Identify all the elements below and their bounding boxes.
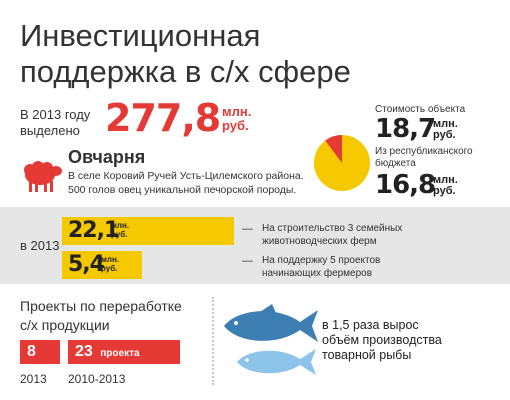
funding-1-description: На строительство 3 семейных животноводче… — [262, 222, 402, 248]
processing-2013-value: 8 — [27, 343, 36, 360]
pie-slice-other — [325, 135, 342, 163]
processing-heading-line-1: Проекты по переработке — [20, 298, 182, 314]
funding-2-description-line-1: На поддержку 5 проектов — [262, 255, 381, 266]
sheepfold-line-2: 500 голов овец уникальной печорской поро… — [68, 184, 297, 196]
processing-heading: Проекты по переработке с/х продукции — [20, 297, 182, 335]
processing-heading-line-2: с/х продукции — [20, 317, 110, 333]
processing-total-box: 23 проекта — [68, 340, 180, 364]
allocated-unit-line-1: млн. — [222, 104, 252, 119]
processing-year-2: 2010-2013 — [68, 372, 126, 386]
funding-2-description-line-2: начинающих фермеров — [262, 268, 373, 279]
sheepfold-line-1: В селе Коровий Ручей Усть-Цилемского рай… — [68, 170, 304, 182]
fish-text-line-1: в 1,5 раза вырос — [322, 318, 419, 332]
funding-1-unit: млн. руб. — [111, 221, 129, 239]
fish-text-line-2: объём производства — [322, 333, 442, 347]
funding-1-description-line-1: На строительство 3 семейных — [262, 223, 403, 234]
funding-1-dash: — — [242, 223, 253, 235]
processing-total-unit: проекта — [100, 348, 140, 359]
object-cost-unit-line-2: руб. — [433, 129, 456, 141]
funding-2-unit: млн. руб. — [101, 255, 119, 273]
funding-1-value: 22,1 — [68, 218, 119, 243]
processing-2013-box: 8 — [20, 340, 60, 364]
object-cost-value: 18,7 — [375, 114, 436, 144]
allocated-label-line-1: В 2013 году — [20, 107, 91, 122]
funding-2-unit-line-1: млн. — [101, 255, 120, 264]
funding-2-description: На поддержку 5 проектов начинающих ферме… — [262, 254, 380, 280]
fish-text: в 1,5 раза вырос объём производства това… — [322, 318, 442, 363]
republic-budget-value: 16,8 — [375, 170, 436, 200]
section-divider — [212, 297, 214, 385]
republic-budget-label: Из республиканского бюджета — [375, 146, 473, 170]
object-cost-unit-line-1: млн. — [433, 118, 458, 130]
funding-2-dash: — — [242, 255, 253, 267]
fish-small-icon — [234, 344, 318, 380]
republic-budget-unit: млн. руб. — [433, 175, 458, 197]
funding-bar-2 — [62, 251, 142, 279]
funding-1-description-line-2: животноводческих ферм — [262, 236, 377, 247]
fish-text-line-3: товарной рыбы — [322, 348, 412, 362]
funding-bar-1 — [62, 217, 234, 245]
processing-total-value: 23 — [75, 343, 93, 360]
funding-2-value: 5,4 — [68, 252, 105, 277]
sheepfold-description: В селе Коровий Ручей Усть-Цилемского рай… — [68, 169, 304, 197]
republic-budget-unit-line-1: млн. — [433, 174, 458, 186]
title-line-2: поддержка в с/х сфере — [20, 54, 351, 89]
fish-large-icon — [220, 304, 320, 348]
band-year-label: в 2013 — [20, 238, 60, 253]
republic-budget-label-line-1: Из республиканского — [375, 146, 473, 157]
funding-1-unit-line-2: руб. — [111, 230, 128, 239]
object-cost-unit: млн. руб. — [433, 119, 458, 141]
allocated-unit: млн. руб. — [222, 105, 251, 133]
sheep-icon — [20, 160, 64, 194]
budget-pie-chart — [313, 134, 371, 192]
funding-1-unit-line-1: млн. — [111, 221, 130, 230]
allocated-unit-line-2: руб. — [222, 118, 249, 133]
allocated-value: 277,8 — [105, 96, 221, 140]
sheepfold-heading: Овчарня — [68, 147, 146, 167]
republic-budget-unit-line-2: руб. — [433, 185, 456, 197]
allocated-label: В 2013 году выделено — [20, 107, 90, 139]
republic-budget-label-line-2: бюджета — [375, 158, 416, 169]
object-cost-label: Стоимость объекта — [375, 104, 466, 115]
processing-year-1: 2013 — [20, 372, 47, 386]
allocated-label-line-2: выделено — [20, 123, 80, 138]
funding-2-unit-line-2: руб. — [101, 264, 118, 273]
page-title: Инвестиционная поддержка в с/х сфере — [20, 18, 351, 90]
title-line-1: Инвестиционная — [20, 18, 261, 53]
